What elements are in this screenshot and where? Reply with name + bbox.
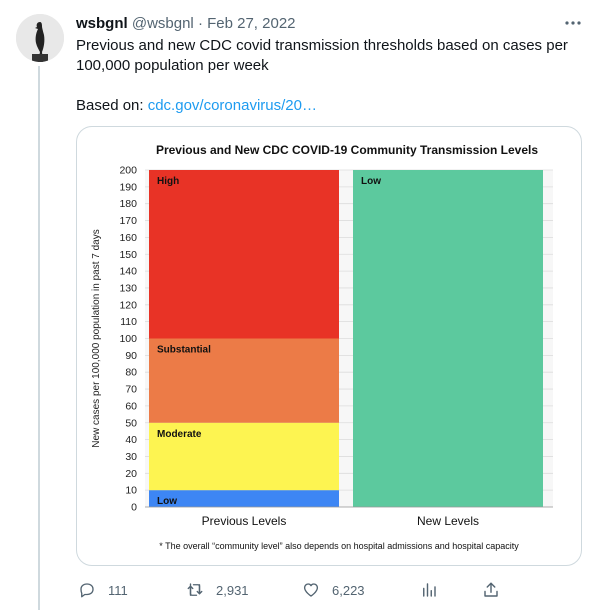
x-category-label: New Levels [417,514,479,528]
y-tick-label: 110 [120,316,137,328]
retweet-count: 2,931 [216,582,249,598]
bar-segment-moderate [149,422,339,491]
segment-label: High [157,176,179,187]
author-name[interactable]: wsbgnl [76,15,128,32]
y-tick-label: 100 [119,333,137,345]
y-tick-label: 80 [125,367,137,379]
y-tick-label: 180 [119,198,137,210]
share-button[interactable] [482,576,500,604]
author-handle[interactable]: @wsbgnl [131,15,194,32]
y-tick-label: 200 [119,165,137,177]
y-tick-label: 50 [125,417,137,429]
y-tick-label: 160 [119,232,137,244]
retweet-icon [187,583,203,596]
heart-icon [303,583,319,597]
analytics-button[interactable] [420,576,438,604]
share-icon [484,582,498,597]
like-button[interactable]: 6,223 [302,576,365,604]
y-tick-label: 10 [125,485,137,497]
source-link[interactable]: cdc.gov/coronavirus/20… [147,97,317,114]
source-line: Based on: cdc.gov/coronavirus/20… [76,96,317,116]
y-tick-label: 90 [125,350,137,362]
thread-line [38,66,40,610]
transmission-levels-chart: Previous and New CDC COVID-19 Community … [91,143,553,551]
source-prefix: Based on: [76,97,148,114]
y-tick-label: 20 [125,468,137,480]
y-tick-label: 130 [119,282,137,294]
bar-segment-high [149,170,339,339]
bird-silhouette-icon [16,14,64,62]
y-tick-label: 150 [119,249,137,261]
y-tick-label: 190 [119,181,137,193]
bar-segment-low [353,170,543,507]
y-axis-label: New cases per 100,000 population in past… [91,229,102,447]
more-horizontal-icon [565,21,581,25]
reply-count: 111 [108,582,128,598]
y-tick-label: 60 [125,400,137,412]
chart-image-card[interactable]: Previous and New CDC COVID-19 Community … [76,126,582,566]
chart-title: Previous and New CDC COVID-19 Community … [156,143,538,157]
x-category-label: Previous Levels [202,514,287,528]
more-options-button[interactable] [562,12,584,34]
tweet-date[interactable]: Feb 27, 2022 [207,15,296,32]
analytics-icon [423,583,436,597]
like-count: 6,223 [332,582,365,598]
y-tick-label: 40 [125,434,137,446]
segment-label: Moderate [157,429,202,440]
y-tick-label: 170 [119,215,137,227]
y-tick-label: 140 [119,266,137,278]
action-bar: 111 2,931 6,223 [0,576,598,604]
separator-dot: · [197,15,203,32]
y-tick-label: 70 [125,384,137,396]
bar-segment-substantial [149,338,339,423]
segment-label: Low [157,496,177,507]
bar-segment-low [149,490,339,507]
segment-label: Low [361,176,381,187]
reply-button[interactable]: 111 [78,576,128,604]
y-tick-label: 120 [119,299,137,311]
chart-footnote: * The overall “community level” also dep… [159,541,519,551]
avatar[interactable] [16,14,64,62]
tweet-text: Previous and new CDC covid transmission … [76,37,568,74]
y-tick-label: 30 [125,451,137,463]
segment-label: Substantial [157,345,211,356]
y-tick-label: 0 [131,502,137,514]
reply-icon [80,583,94,598]
tweet-header: wsbgnl @wsbgnl · Feb 27, 2022 [76,14,296,34]
retweet-button[interactable]: 2,931 [186,576,249,604]
